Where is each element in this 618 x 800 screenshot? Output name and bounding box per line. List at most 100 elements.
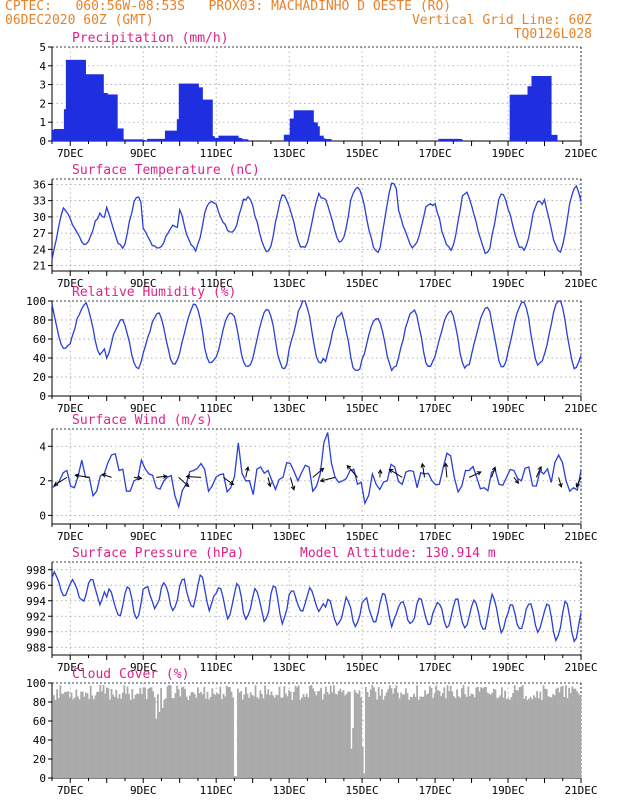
cloud-bar	[256, 697, 258, 778]
cloud-bar	[217, 693, 220, 778]
wind-arrow-head	[476, 471, 482, 476]
cloud-bar	[185, 696, 188, 778]
cloud-bar	[489, 694, 492, 778]
cloud-bar	[563, 696, 566, 778]
cloud-bar	[78, 699, 81, 778]
y-tick-label: 20	[33, 753, 46, 766]
panel-title-pres: Surface Pressure (hPa)	[72, 546, 244, 561]
cloud-bar	[200, 691, 202, 778]
cloud-bar	[182, 686, 185, 778]
cloud-bar	[120, 698, 122, 778]
cloud-bar	[177, 689, 180, 778]
wind-direction-arrow	[267, 477, 271, 487]
x-tick-label: 13DEC	[273, 402, 306, 415]
cloud-bar	[62, 693, 65, 778]
cloud-bar	[275, 694, 278, 778]
cloud-bar	[57, 698, 60, 778]
cloud-bar	[101, 691, 103, 778]
cloud-bar	[446, 685, 449, 778]
cloud-bar	[325, 686, 327, 778]
wind-arrow-head	[319, 467, 325, 473]
cloud-bar	[529, 696, 532, 778]
cloud-bar	[221, 699, 223, 778]
wind-arrow-head	[420, 462, 426, 468]
y-tick-label: 21	[33, 260, 46, 273]
x-tick-label: 13DEC	[273, 784, 306, 797]
x-tick-label: 9DEC	[130, 661, 157, 674]
cloud-bar	[331, 692, 334, 778]
cloud-bar	[307, 697, 310, 778]
cloud-bar	[341, 691, 343, 778]
cloud-bar	[201, 694, 204, 778]
cloud-bar	[510, 697, 513, 778]
cloud-bar	[544, 688, 546, 778]
y-tick-label: 5	[39, 41, 46, 54]
x-tick-label: 19DEC	[491, 530, 524, 543]
cloud-bar	[112, 694, 114, 778]
wind-arrow-head	[377, 468, 383, 474]
cloud-bar	[525, 696, 527, 778]
cloud-bar	[464, 694, 466, 778]
cloud-bar	[253, 696, 255, 778]
cloud-bar	[262, 698, 265, 778]
wind-direction-arrow	[133, 476, 142, 479]
cloud-bar	[248, 697, 250, 778]
panel-title-rh: Relative Humidity (%)	[72, 285, 236, 300]
y-tick-label: 1	[39, 116, 46, 129]
cloud-bar	[272, 695, 274, 778]
wind-arrow-head	[74, 473, 80, 479]
wind-direction-arrow	[346, 465, 358, 478]
cloud-bar	[534, 697, 537, 778]
y-tick-label: 2	[39, 97, 46, 110]
wind-arrow-head	[267, 482, 272, 488]
cloud-bar	[72, 699, 74, 778]
wind-direction-arrow	[156, 475, 167, 478]
cloud-bar	[448, 691, 450, 778]
x-tick-label: 7DEC	[57, 661, 84, 674]
cloud-bar	[115, 689, 118, 778]
cloud-bar	[469, 696, 471, 778]
cloud-bar	[424, 690, 426, 778]
cloud-bar	[123, 685, 126, 778]
wind-direction-arrow	[421, 463, 426, 478]
cloud-bar	[336, 694, 338, 778]
cloud-bar	[206, 691, 209, 778]
cloud-bar	[347, 691, 350, 778]
cloud-bar	[384, 695, 386, 778]
cloud-bar	[371, 684, 374, 778]
cloud-bar	[65, 691, 68, 778]
cloud-bar	[187, 700, 190, 778]
cloud-bar	[205, 698, 207, 778]
cloud-bar	[566, 697, 569, 778]
cloud-bar	[288, 690, 290, 778]
cloud-bar	[283, 686, 286, 778]
cloud-bar	[414, 696, 417, 778]
cloud-bar	[224, 696, 226, 778]
cloud-bar	[395, 685, 398, 778]
cloud-bar	[485, 686, 487, 778]
cloud-bar	[233, 776, 236, 778]
x-tick-label: 15DEC	[346, 784, 379, 797]
y-tick-label: 0	[39, 509, 46, 522]
cloud-bar	[374, 691, 377, 778]
cloud-bar	[227, 686, 230, 778]
cloud-bar	[445, 698, 447, 778]
precip-bar	[103, 128, 124, 141]
cloud-bar	[310, 684, 313, 778]
cloud-bar	[88, 698, 90, 778]
cloud-bar	[509, 699, 511, 778]
cloud-bar	[513, 685, 516, 778]
cloud-bar	[406, 693, 409, 778]
cloud-bar	[264, 685, 266, 778]
cloud-bar	[265, 694, 268, 778]
cloud-bar	[579, 696, 582, 778]
cloud-bar	[293, 691, 295, 778]
cloud-bar	[96, 691, 98, 778]
cloud-bar	[118, 694, 121, 778]
cloud-bar	[357, 693, 359, 778]
panel-title-precip: Precipitation (mm/h)	[72, 31, 229, 46]
cloud-bar	[470, 693, 473, 778]
cloud-bar	[133, 698, 135, 778]
cloud-bar	[533, 695, 535, 778]
cloud-bar	[397, 692, 399, 778]
